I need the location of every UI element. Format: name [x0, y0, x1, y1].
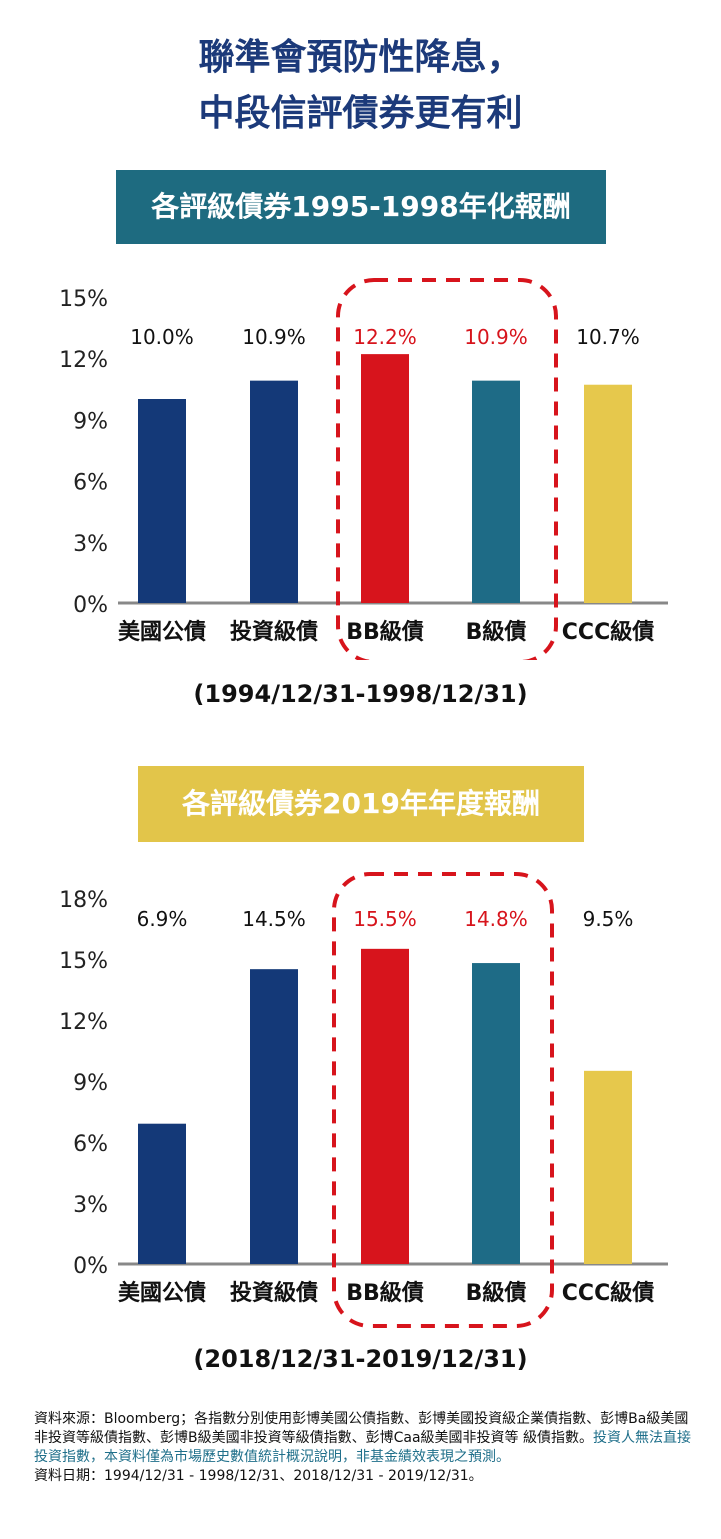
- chart1-category-label: 投資級債: [230, 619, 318, 645]
- footnote-date: 資料日期：1994/12/31 - 1998/12/31、2018/12/31 …: [34, 1468, 483, 1484]
- chart1-ytick-label: 0%: [73, 593, 108, 618]
- chart1-ytick-label: 15%: [59, 287, 108, 312]
- page-title-line2: 中段信評債券更有利: [198, 93, 523, 134]
- chart1-data-label: 10.7%: [576, 325, 640, 349]
- chart2-data-label: 9.5%: [583, 907, 634, 931]
- chart2-svg: 0% 3% 6% 9% 12% 15% 18% 6.9% 美國公債 14.5% 投資級債 15.5% B…: [59, 872, 668, 1328]
- chart2-ytick-label: 12%: [59, 1010, 108, 1035]
- chart1-period: (1994/12/31-1998/12/31): [193, 680, 528, 708]
- chart2-bar: [138, 1123, 186, 1264]
- footnote-disclaimer: 投資人無法直接投資指數，本資料僅為市場歷史數值統計概況說明，非基金績效表現之預測…: [34, 1430, 691, 1465]
- footnote: 資料來源：Bloomberg；各指數分別使用彭博美國公債指數、彭博美國投資級企業…: [34, 1410, 694, 1486]
- chart1-category-label: BB級債: [346, 619, 424, 645]
- chart2-bar: [361, 948, 409, 1264]
- chart2-period: (2018/12/31-2019/12/31): [193, 1345, 528, 1373]
- chart2-data-label: 14.8%: [464, 907, 528, 931]
- chart1-banner: 各評級債券1995-1998年化報酬: [116, 170, 606, 244]
- chart1-highlight-box: [336, 278, 558, 660]
- chart2-ytick-label: 6%: [73, 1132, 108, 1157]
- chart2-title: 各評級債券2019年年度報酬: [182, 787, 540, 820]
- footnote-source: 資料來源：Bloomberg；各指數分別使用彭博美國公債指數、彭博美國投資級企業…: [34, 1411, 689, 1446]
- chart2-banner: 各評級債券2019年年度報酬: [138, 766, 584, 842]
- chart2-data-label: 14.5%: [242, 907, 306, 931]
- chart1-data-label: 10.0%: [130, 325, 194, 349]
- chart2-bar: [584, 1070, 632, 1264]
- chart1-svg: 0% 3% 6% 9% 12% 15% 10.0% 美國公債 10.9% 投資級債 12.2% BB級…: [59, 278, 668, 660]
- chart1-ytick-label: 3%: [73, 532, 108, 557]
- chart2-category-label: 美國公債: [118, 1280, 206, 1306]
- chart1-ytick-label: 6%: [73, 471, 108, 496]
- chart1-bar: [361, 354, 409, 603]
- chart2: 0% 3% 6% 9% 12% 15% 18% 6.9% 美國公債 14.5% 投資級債 15.5% B…: [0, 870, 721, 1340]
- chart1-title: 各評級債券1995-1998年化報酬: [151, 190, 571, 223]
- chart2-data-label: 6.9%: [137, 907, 188, 931]
- chart1: 0% 3% 6% 9% 12% 15% 10.0% 美國公債 10.9% 投資級債 12.2% BB級…: [0, 270, 721, 660]
- chart2-ytick-label: 3%: [73, 1193, 108, 1218]
- chart2-data-label: 15.5%: [353, 907, 417, 931]
- chart1-category-label: B級債: [466, 619, 527, 645]
- chart1-data-label: 12.2%: [353, 325, 417, 349]
- chart2-category-label: B級債: [466, 1280, 527, 1306]
- chart2-bar: [472, 963, 520, 1264]
- chart2-ytick-label: 15%: [59, 949, 108, 974]
- chart1-bar: [138, 399, 186, 603]
- chart2-highlight-box: [332, 872, 554, 1328]
- chart1-ytick-label: 12%: [59, 348, 108, 373]
- chart2-category-label: 投資級債: [230, 1280, 318, 1306]
- chart1-data-label: 10.9%: [464, 325, 528, 349]
- chart1-category-label: 美國公債: [118, 619, 206, 645]
- chart2-ytick-label: 18%: [59, 888, 108, 913]
- chart1-ytick-label: 9%: [73, 409, 108, 434]
- chart2-ytick-label: 9%: [73, 1071, 108, 1096]
- chart1-data-label: 10.9%: [242, 325, 306, 349]
- chart2-category-label: BB級債: [346, 1280, 424, 1306]
- chart1-bar: [250, 380, 298, 603]
- chart1-bar: [472, 380, 520, 603]
- chart1-bar: [584, 384, 632, 603]
- chart2-ytick-label: 0%: [73, 1254, 108, 1279]
- chart1-category-label: CCC級債: [562, 619, 654, 645]
- page-title-line1: 聯準會預防性降息，: [198, 37, 523, 78]
- chart2-bar: [250, 969, 298, 1264]
- chart2-category-label: CCC級債: [562, 1280, 654, 1306]
